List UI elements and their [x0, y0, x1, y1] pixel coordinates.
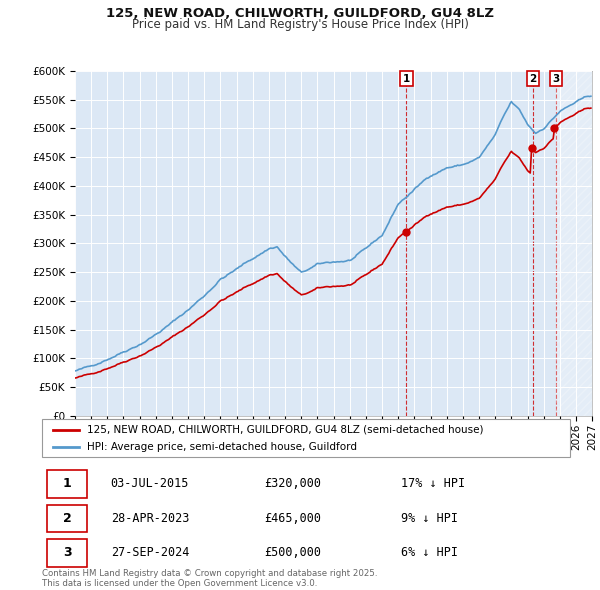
Text: 1: 1: [403, 74, 410, 84]
Text: 03-JUL-2015: 03-JUL-2015: [110, 477, 189, 490]
Text: 9% ↓ HPI: 9% ↓ HPI: [401, 512, 458, 525]
Text: 125, NEW ROAD, CHILWORTH, GUILDFORD, GU4 8LZ: 125, NEW ROAD, CHILWORTH, GUILDFORD, GU4…: [106, 7, 494, 20]
Text: 28-APR-2023: 28-APR-2023: [110, 512, 189, 525]
Text: 2: 2: [63, 512, 71, 525]
Text: 1: 1: [63, 477, 71, 490]
Text: 27-SEP-2024: 27-SEP-2024: [110, 546, 189, 559]
Text: £500,000: £500,000: [264, 546, 321, 559]
Text: 17% ↓ HPI: 17% ↓ HPI: [401, 477, 465, 490]
Text: 3: 3: [63, 546, 71, 559]
Text: £320,000: £320,000: [264, 477, 321, 490]
Text: 6% ↓ HPI: 6% ↓ HPI: [401, 546, 458, 559]
FancyBboxPatch shape: [47, 504, 87, 532]
Text: HPI: Average price, semi-detached house, Guildford: HPI: Average price, semi-detached house,…: [87, 441, 357, 451]
FancyBboxPatch shape: [42, 419, 570, 457]
FancyBboxPatch shape: [47, 470, 87, 498]
Text: Price paid vs. HM Land Registry's House Price Index (HPI): Price paid vs. HM Land Registry's House …: [131, 18, 469, 31]
Text: £465,000: £465,000: [264, 512, 321, 525]
Text: Contains HM Land Registry data © Crown copyright and database right 2025.
This d: Contains HM Land Registry data © Crown c…: [42, 569, 377, 588]
Text: 125, NEW ROAD, CHILWORTH, GUILDFORD, GU4 8LZ (semi-detached house): 125, NEW ROAD, CHILWORTH, GUILDFORD, GU4…: [87, 425, 484, 435]
Text: 2: 2: [529, 74, 536, 84]
Text: 3: 3: [552, 74, 559, 84]
FancyBboxPatch shape: [47, 539, 87, 566]
Bar: [556, 71, 592, 416]
